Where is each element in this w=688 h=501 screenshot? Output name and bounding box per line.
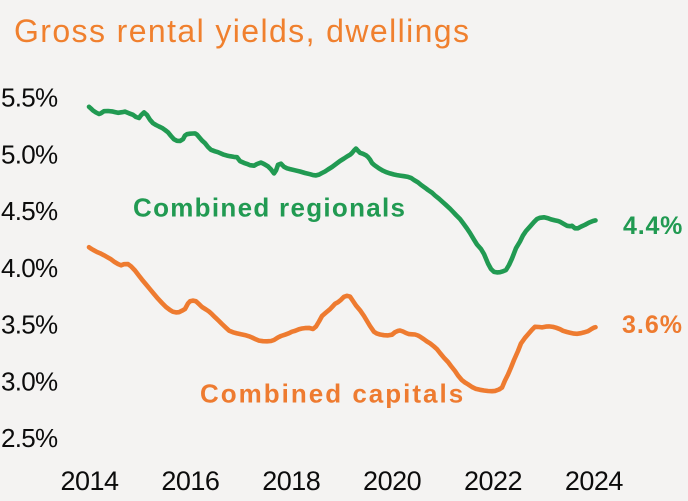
- svg-text:5.0%: 5.0%: [1, 139, 58, 169]
- svg-text:5.5%: 5.5%: [1, 83, 58, 113]
- svg-text:4.5%: 4.5%: [1, 196, 58, 226]
- svg-text:2022: 2022: [464, 466, 522, 496]
- svg-text:2014: 2014: [60, 466, 119, 496]
- svg-text:2016: 2016: [161, 466, 219, 496]
- svg-text:3.5%: 3.5%: [1, 310, 58, 340]
- svg-text:2024: 2024: [565, 466, 624, 496]
- svg-text:2.5%: 2.5%: [1, 423, 58, 453]
- svg-text:4.4%: 4.4%: [623, 212, 683, 240]
- svg-text:Combined regionals: Combined regionals: [133, 193, 406, 223]
- svg-text:3.6%: 3.6%: [622, 311, 683, 339]
- svg-text:3.0%: 3.0%: [1, 366, 58, 396]
- svg-text:4.0%: 4.0%: [1, 253, 58, 283]
- svg-text:2020: 2020: [363, 466, 421, 496]
- svg-text:Combined capitals: Combined capitals: [200, 379, 465, 409]
- svg-text:2018: 2018: [262, 466, 320, 496]
- svg-text:Gross rental yields, dwellings: Gross rental yields, dwellings: [14, 13, 470, 49]
